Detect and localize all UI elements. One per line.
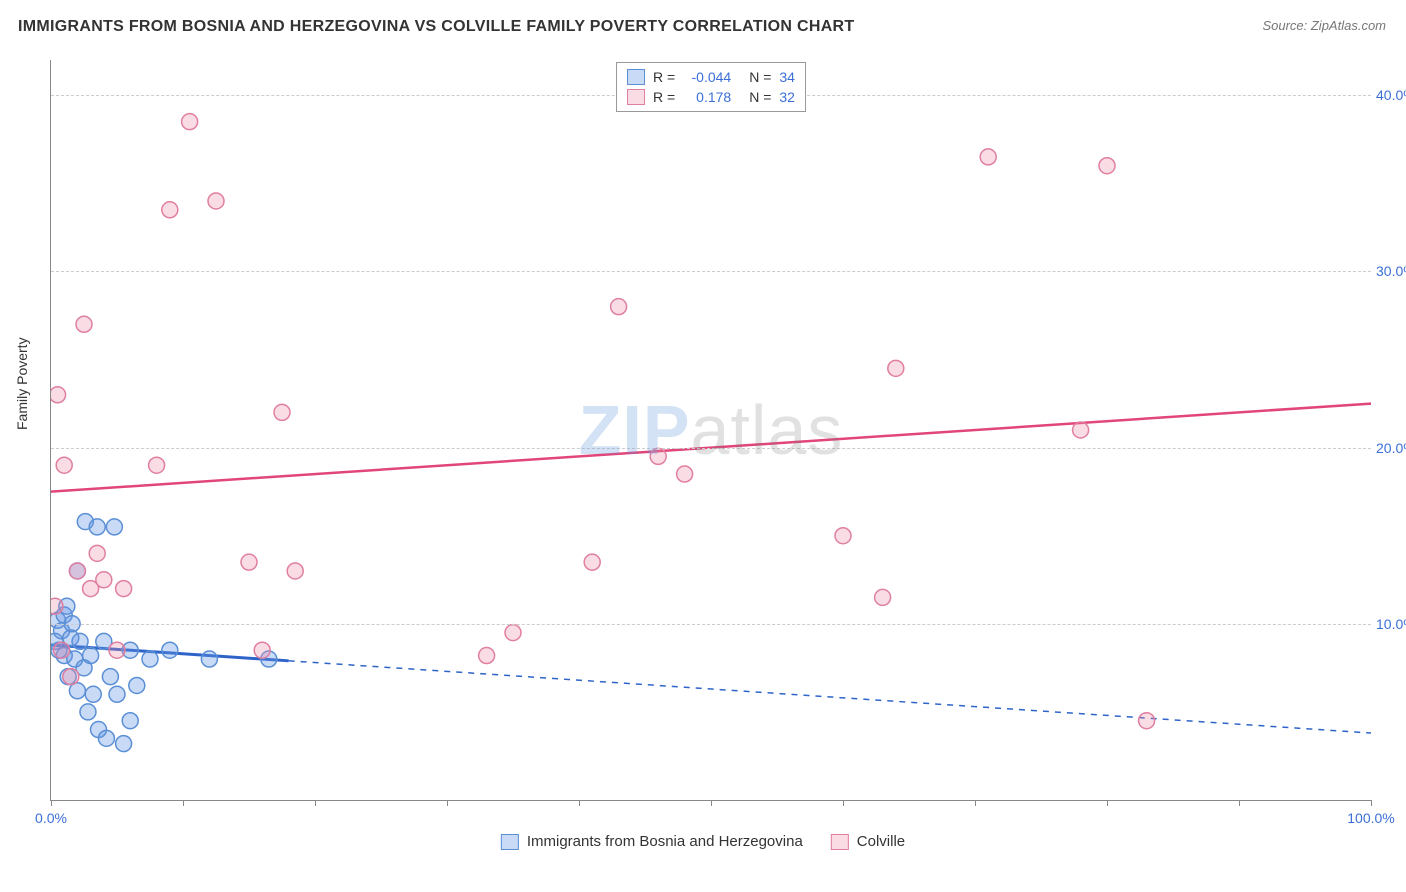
data-point — [584, 554, 600, 570]
data-point — [505, 625, 521, 641]
gridline — [51, 624, 1371, 625]
data-point — [116, 581, 132, 597]
legend-r-value: 0.178 — [683, 87, 731, 107]
data-point — [56, 457, 72, 473]
legend-item: Immigrants from Bosnia and Herzegovina — [501, 833, 803, 850]
y-tick-label: 10.0% — [1376, 616, 1406, 632]
data-point — [1099, 158, 1115, 174]
data-point — [76, 316, 92, 332]
data-point — [89, 545, 105, 561]
legend-swatch — [831, 834, 849, 850]
data-point — [89, 519, 105, 535]
data-point — [1073, 422, 1089, 438]
legend-item: Colville — [831, 833, 905, 850]
x-tick-label: 100.0% — [1347, 810, 1394, 826]
data-point — [83, 648, 99, 664]
x-tick — [447, 800, 448, 806]
legend-r-label: R = — [653, 67, 675, 87]
data-point — [109, 686, 125, 702]
legend-swatch — [627, 69, 645, 85]
legend-swatch — [501, 834, 519, 850]
data-point — [241, 554, 257, 570]
source-attribution: Source: ZipAtlas.com — [1262, 18, 1386, 33]
data-point — [208, 193, 224, 209]
y-tick-label: 30.0% — [1376, 263, 1406, 279]
data-point — [106, 519, 122, 535]
data-point — [51, 598, 63, 614]
data-point — [54, 642, 70, 658]
data-point — [162, 202, 178, 218]
data-point — [650, 448, 666, 464]
legend-r-label: R = — [653, 87, 675, 107]
data-point — [254, 642, 270, 658]
x-tick-label: 0.0% — [35, 810, 67, 826]
legend-label: Colville — [857, 833, 905, 850]
data-point — [182, 114, 198, 130]
trend-line-dashed — [289, 661, 1371, 733]
legend-n-value: 32 — [779, 87, 795, 107]
x-tick — [1239, 800, 1240, 806]
data-point — [287, 563, 303, 579]
y-tick-label: 20.0% — [1376, 440, 1406, 456]
legend-r-value: -0.044 — [683, 67, 731, 87]
data-point — [201, 651, 217, 667]
legend-n-label: N = — [749, 67, 771, 87]
x-tick — [1107, 800, 1108, 806]
scatter-svg — [51, 60, 1371, 800]
y-tick-label: 40.0% — [1376, 87, 1406, 103]
data-point — [129, 677, 145, 693]
data-point — [51, 387, 66, 403]
data-point — [109, 642, 125, 658]
data-point — [980, 149, 996, 165]
data-point — [274, 404, 290, 420]
gridline — [51, 448, 1371, 449]
data-point — [102, 669, 118, 685]
data-point — [479, 648, 495, 664]
legend-n-label: N = — [749, 87, 771, 107]
y-axis-label: Family Poverty — [14, 337, 30, 430]
data-point — [69, 563, 85, 579]
legend-n-value: 34 — [779, 67, 795, 87]
legend-row: R = 0.178 N = 32 — [627, 87, 795, 107]
data-point — [888, 360, 904, 376]
data-point — [116, 736, 132, 752]
data-point — [835, 528, 851, 544]
data-point — [162, 642, 178, 658]
data-point — [63, 669, 79, 685]
x-tick — [711, 800, 712, 806]
data-point — [142, 651, 158, 667]
legend-swatch — [627, 89, 645, 105]
x-tick — [183, 800, 184, 806]
data-point — [1139, 713, 1155, 729]
x-tick — [51, 800, 52, 806]
data-point — [611, 299, 627, 315]
x-tick — [975, 800, 976, 806]
series-legend: Immigrants from Bosnia and Herzegovina Co… — [495, 833, 911, 850]
data-point — [80, 704, 96, 720]
data-point — [98, 730, 114, 746]
x-tick — [1371, 800, 1372, 806]
chart-title: IMMIGRANTS FROM BOSNIA AND HERZEGOVINA V… — [18, 18, 855, 36]
data-point — [875, 589, 891, 605]
data-point — [96, 572, 112, 588]
x-tick — [579, 800, 580, 806]
legend-label: Immigrants from Bosnia and Herzegovina — [527, 833, 803, 850]
gridline — [51, 271, 1371, 272]
data-point — [122, 713, 138, 729]
data-point — [85, 686, 101, 702]
data-point — [677, 466, 693, 482]
data-point — [149, 457, 165, 473]
x-tick — [843, 800, 844, 806]
x-tick — [315, 800, 316, 806]
legend-row: R = -0.044 N = 34 — [627, 67, 795, 87]
plot-area: ZIPatlas R = -0.044 N = 34 R = 0.178 N =… — [50, 60, 1371, 801]
data-point — [72, 633, 88, 649]
correlation-legend: R = -0.044 N = 34 R = 0.178 N = 32 — [616, 62, 806, 112]
chart-container: IMMIGRANTS FROM BOSNIA AND HERZEGOVINA V… — [0, 0, 1406, 892]
